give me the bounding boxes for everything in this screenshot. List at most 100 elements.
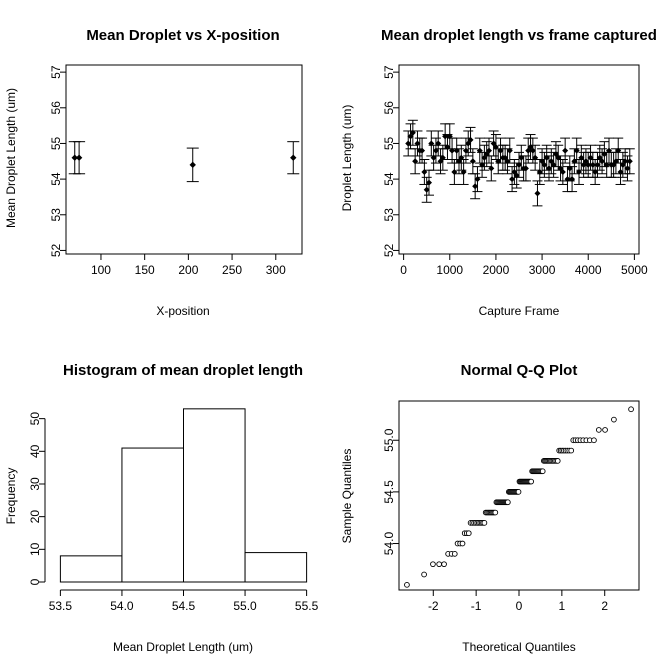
- data-point: [460, 168, 467, 175]
- panel-droplet-vs-frame: Mean droplet length vs frame captured Ca…: [340, 27, 657, 318]
- y-tick-label: 57: [49, 65, 63, 79]
- data-point: [594, 161, 601, 168]
- data-point: [75, 154, 83, 161]
- data-point: [529, 147, 536, 154]
- data-point: [606, 147, 612, 154]
- x-tick-label: 250: [222, 263, 242, 277]
- data-point: [405, 140, 412, 147]
- y-tick-label: 40: [28, 444, 42, 458]
- qq-point: [591, 437, 597, 444]
- qq-point: [628, 406, 634, 413]
- x-tick-label: 5000: [621, 263, 648, 277]
- data-point: [474, 176, 481, 183]
- histogram-bar: [121, 447, 184, 583]
- data-point: [589, 161, 596, 168]
- data-point: [412, 158, 419, 165]
- data-point: [615, 147, 622, 154]
- data-point: [516, 161, 522, 168]
- data-point: [472, 183, 479, 190]
- plot-frame: [65, 64, 303, 255]
- data-point: [428, 140, 435, 147]
- y-tick-label: 55: [382, 136, 396, 150]
- qq-point: [539, 468, 546, 475]
- data-point: [592, 168, 599, 175]
- data-point: [449, 147, 456, 154]
- data-point: [543, 154, 550, 161]
- data-point: [479, 161, 486, 168]
- data-point: [446, 133, 453, 140]
- qq-point: [504, 499, 511, 506]
- data-point: [546, 165, 552, 172]
- y-tick-label: 20: [28, 510, 42, 524]
- y-tick-label: 54: [49, 172, 63, 186]
- data-point: [522, 165, 529, 172]
- data-point: [439, 154, 446, 161]
- data-point: [617, 168, 624, 175]
- y-tick-label: 30: [28, 477, 42, 491]
- histogram-bar: [59, 555, 123, 583]
- qq-point: [451, 551, 458, 557]
- y-axis-label: Sample Quantiles: [340, 449, 354, 544]
- qq-point: [436, 561, 443, 568]
- x-tick-label: 150: [135, 263, 155, 277]
- y-tick-label: 54: [382, 172, 396, 186]
- x-tick-label: 100: [91, 263, 111, 277]
- data-point: [578, 154, 585, 161]
- x-tick-label: 2000: [483, 263, 510, 277]
- y-axis-label: Droplet Length (um): [340, 105, 354, 212]
- y-tick-label: 0: [28, 578, 42, 585]
- data-point: [571, 158, 578, 165]
- x-tick-label: 200: [178, 263, 198, 277]
- qq-point: [421, 571, 427, 578]
- data-point: [555, 154, 562, 161]
- y-tick-label: 10: [28, 542, 42, 556]
- data-point: [290, 154, 297, 161]
- qq-point: [595, 427, 602, 433]
- histogram-bar: [183, 408, 246, 583]
- data-point: [432, 147, 439, 154]
- data-point: [495, 158, 502, 165]
- data-point: [467, 136, 474, 143]
- data-point: [518, 154, 525, 161]
- y-axis-label: Frequency: [4, 468, 18, 525]
- x-axis-label: Capture Frame: [479, 304, 560, 318]
- y-tick-label: 52: [49, 243, 63, 257]
- data-point: [569, 176, 576, 183]
- qq-point: [568, 447, 575, 454]
- qq-point: [404, 581, 410, 588]
- data-point: [419, 147, 426, 154]
- data-point: [626, 158, 633, 165]
- data-point: [566, 165, 573, 172]
- data-point: [435, 140, 442, 147]
- data-point: [622, 158, 629, 165]
- x-axis-label: Mean Droplet Length (um): [113, 640, 253, 654]
- data-point: [442, 133, 449, 140]
- chart-title: Histogram of mean droplet length: [63, 362, 303, 379]
- data-point: [189, 161, 196, 169]
- y-tick-label: 53: [49, 208, 63, 222]
- x-tick-label: 54.0: [110, 599, 134, 613]
- y-tick-label: 52: [382, 243, 396, 257]
- qq-point: [611, 416, 617, 423]
- data-point: [444, 144, 451, 151]
- histogram-bar: [244, 552, 308, 583]
- data-point: [599, 158, 606, 165]
- data-point: [624, 165, 631, 172]
- data-point: [509, 176, 516, 183]
- qq-point: [459, 540, 466, 547]
- y-tick-label: 54.0: [382, 532, 396, 556]
- data-point: [469, 158, 476, 165]
- data-point: [453, 147, 460, 154]
- y-tick-label: 54.5: [382, 480, 396, 504]
- data-point: [506, 147, 513, 154]
- data-point: [451, 168, 458, 175]
- data-point: [421, 168, 428, 175]
- data-point: [71, 154, 78, 161]
- data-point: [462, 147, 469, 154]
- panel-qq-plot: Normal Q-Q Plot Theoretical Quantiles Sa…: [340, 362, 640, 654]
- data-point: [573, 147, 580, 154]
- data-point: [414, 140, 421, 147]
- x-tick-label: 1000: [436, 263, 463, 277]
- data-point: [513, 172, 520, 179]
- y-tick-label: 53: [382, 208, 396, 222]
